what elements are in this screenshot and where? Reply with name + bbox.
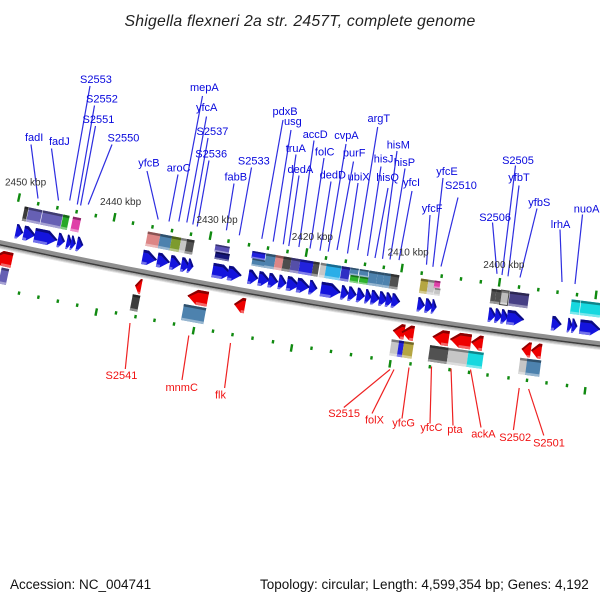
svg-text:folC: folC xyxy=(315,146,335,158)
svg-text:fadI: fadI xyxy=(25,132,43,144)
svg-text:S2510: S2510 xyxy=(445,180,477,192)
svg-text:pdxB: pdxB xyxy=(273,106,298,118)
svg-text:Accession: NC_004741: Accession: NC_004741 xyxy=(10,577,151,592)
svg-text:yfcB: yfcB xyxy=(138,157,159,169)
svg-text:yfcE: yfcE xyxy=(436,166,457,178)
svg-text:truA: truA xyxy=(286,143,307,155)
svg-text:2420 kbp: 2420 kbp xyxy=(292,232,334,243)
svg-text:mepA: mepA xyxy=(190,82,219,94)
svg-text:2440 kbp: 2440 kbp xyxy=(100,197,142,208)
svg-text:fabB: fabB xyxy=(225,171,248,183)
svg-text:hisJ: hisJ xyxy=(374,154,394,166)
svg-text:S2552: S2552 xyxy=(86,94,118,106)
svg-text:Shigella flexneri 2a str. 2457: Shigella flexneri 2a str. 2457T, complet… xyxy=(125,13,476,30)
svg-text:ubiX: ubiX xyxy=(348,171,371,183)
svg-text:S2515: S2515 xyxy=(328,408,360,420)
svg-text:purF: purF xyxy=(343,148,366,160)
svg-text:S2533: S2533 xyxy=(238,156,270,168)
svg-text:usg: usg xyxy=(284,116,302,128)
svg-text:S2501: S2501 xyxy=(533,437,565,449)
svg-text:cvpA: cvpA xyxy=(334,130,359,142)
svg-text:S2537: S2537 xyxy=(197,126,229,138)
svg-text:S2505: S2505 xyxy=(502,155,534,167)
svg-text:yfcG: yfcG xyxy=(392,418,415,430)
svg-text:hisQ: hisQ xyxy=(376,172,399,184)
svg-text:ackA: ackA xyxy=(471,429,496,441)
svg-text:argT: argT xyxy=(368,113,391,125)
svg-text:S2553: S2553 xyxy=(80,74,112,86)
svg-text:dedA: dedA xyxy=(288,164,314,176)
svg-text:yfbT: yfbT xyxy=(508,172,530,184)
svg-text:fadJ: fadJ xyxy=(49,136,70,148)
svg-text:hisP: hisP xyxy=(394,157,415,169)
svg-text:lrhA: lrhA xyxy=(551,219,571,231)
svg-text:mnmC: mnmC xyxy=(166,382,198,394)
svg-text:yfcA: yfcA xyxy=(196,102,218,114)
svg-text:yfcC: yfcC xyxy=(420,422,442,434)
svg-text:S2551: S2551 xyxy=(83,114,115,126)
svg-text:yfbS: yfbS xyxy=(528,197,550,209)
svg-text:2410 kbp: 2410 kbp xyxy=(388,247,430,258)
svg-text:hisM: hisM xyxy=(387,139,410,151)
svg-text:flk: flk xyxy=(215,390,227,402)
svg-text:dedD: dedD xyxy=(320,170,346,182)
svg-text:folX: folX xyxy=(365,414,385,426)
svg-text:S2536: S2536 xyxy=(195,149,227,161)
svg-text:accD: accD xyxy=(303,129,328,141)
svg-text:S2541: S2541 xyxy=(106,370,138,382)
svg-text:S2550: S2550 xyxy=(108,133,140,145)
svg-text:2450 kbp: 2450 kbp xyxy=(5,177,47,188)
svg-text:pta: pta xyxy=(447,424,463,436)
svg-text:S2506: S2506 xyxy=(479,212,511,224)
svg-text:yfcF: yfcF xyxy=(422,203,443,215)
svg-text:yfcI: yfcI xyxy=(403,177,420,189)
svg-text:aroC: aroC xyxy=(167,163,191,175)
svg-text:2430 kbp: 2430 kbp xyxy=(197,215,239,226)
svg-text:nuoA: nuoA xyxy=(574,204,600,216)
svg-text:Topology: circular; Length: 4,: Topology: circular; Length: 4,599,354 bp… xyxy=(260,577,589,592)
svg-text:S2502: S2502 xyxy=(499,432,531,444)
svg-text:2400 kbp: 2400 kbp xyxy=(483,260,525,271)
